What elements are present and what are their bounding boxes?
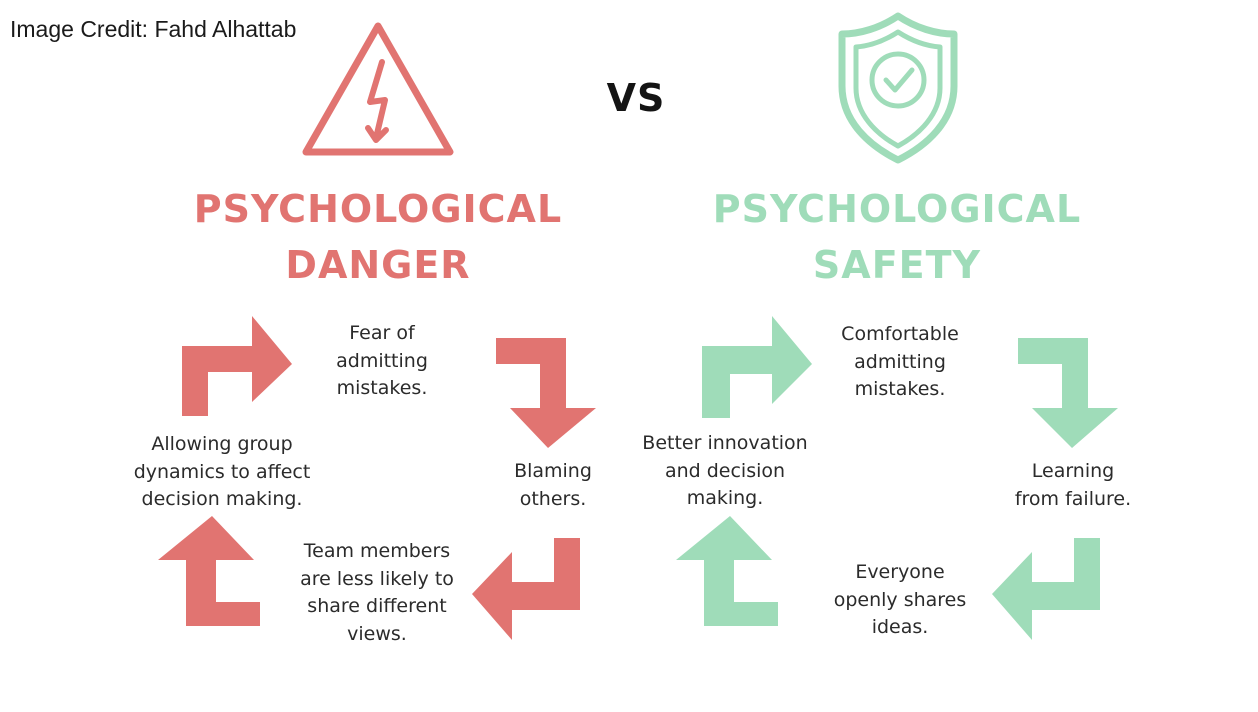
danger-step-right: Blaming others.: [514, 460, 592, 510]
vs-label: VS: [606, 76, 666, 120]
safety-arrow-bottom-right: [992, 538, 1100, 640]
safety-title-line1: PSYCHOLOGICAL: [712, 187, 1082, 231]
danger-arrow-top-right: [496, 338, 596, 448]
danger-step-left: Allowing group dynamics to affect decisi…: [133, 433, 311, 510]
danger-step-bottom: Team members are less likely to share di…: [300, 540, 454, 645]
danger-title-line2: DANGER: [285, 243, 471, 287]
safety-step-left: Better innovation and decision making.: [642, 432, 808, 509]
danger-title-line1: PSYCHOLOGICAL: [193, 187, 563, 231]
safety-step-top: Comfortable admitting mistakes.: [841, 323, 959, 400]
danger-step-top: Fear of admitting mistakes.: [336, 322, 428, 399]
danger-arrow-bottom-left: [158, 516, 260, 626]
safety-arrow-top-left: [702, 316, 812, 418]
safety-arrow-top-right: [1018, 338, 1118, 448]
danger-title: PSYCHOLOGICAL DANGER: [180, 181, 576, 293]
shield-check-icon: [838, 12, 958, 164]
safety-step-bottom: Everyone openly shares ideas.: [833, 561, 967, 638]
image-credit: Image Credit: Fahd Alhattab: [10, 16, 297, 42]
danger-arrow-bottom-right: [472, 538, 580, 640]
safety-step-right: Learning from failure.: [1014, 460, 1132, 510]
safety-title: PSYCHOLOGICAL SAFETY: [699, 181, 1095, 293]
safety-title-line2: SAFETY: [812, 243, 982, 287]
safety-arrow-bottom-left: [676, 516, 778, 626]
warning-lightning-triangle-icon: [302, 22, 454, 156]
danger-arrow-top-left: [182, 316, 292, 416]
